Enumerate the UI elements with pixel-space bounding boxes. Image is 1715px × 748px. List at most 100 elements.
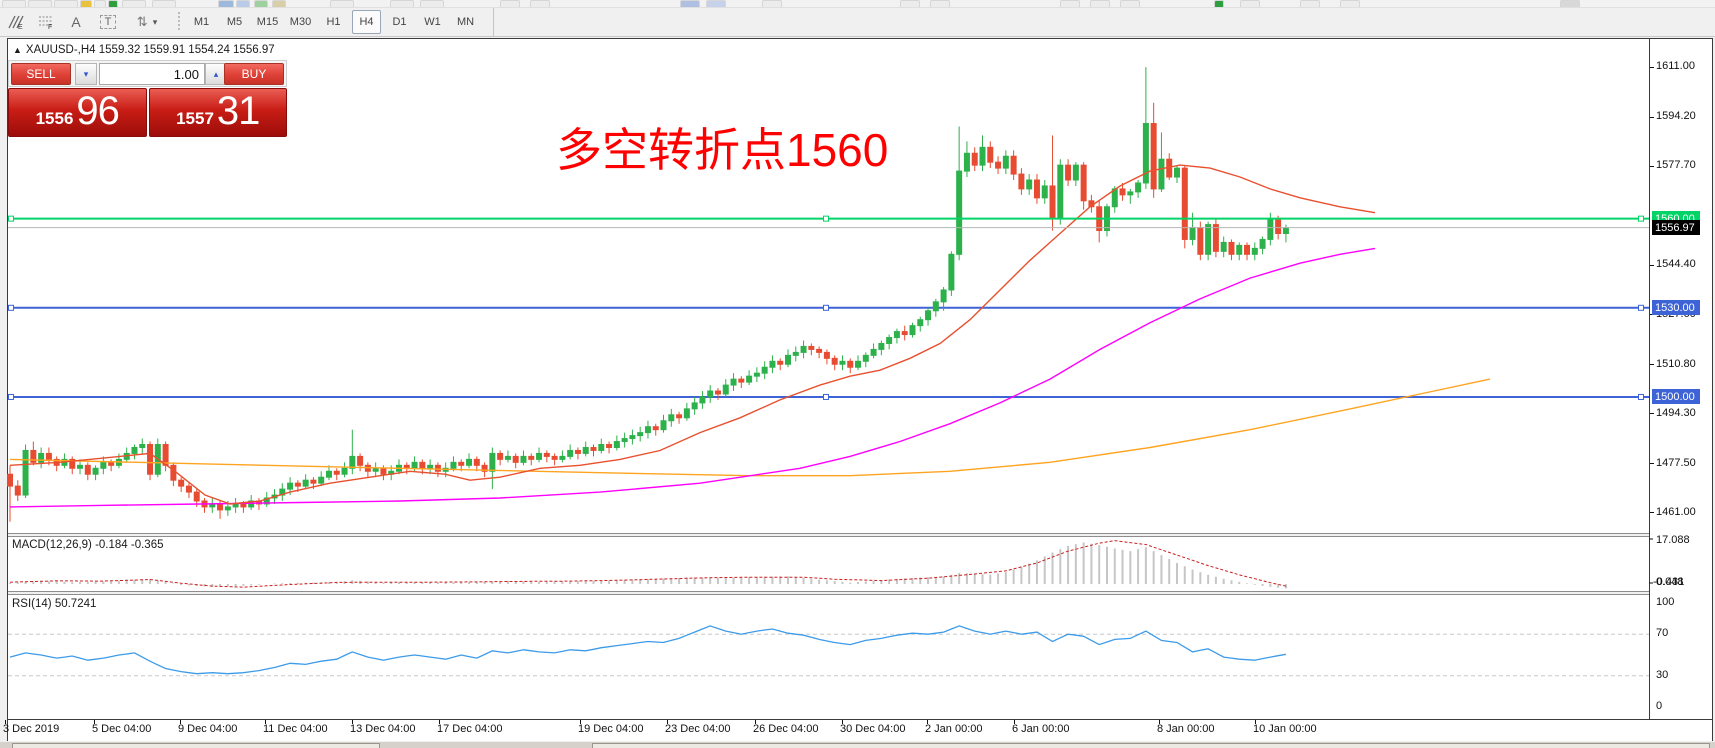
price-tick-mark <box>1650 364 1654 366</box>
chevron-down-icon: ▾ <box>152 16 158 27</box>
toolbar-icon-partial[interactable] <box>80 0 92 7</box>
time-tick-mark <box>5 720 6 724</box>
lower-windows-strip <box>0 742 1715 748</box>
time-axis-border <box>8 719 1712 720</box>
window-left-border <box>7 38 8 741</box>
toolbar-icon-partial[interactable] <box>1120 0 1140 7</box>
sell-button[interactable]: SELL <box>11 63 71 85</box>
toolbar-icon-partial[interactable] <box>530 0 550 7</box>
toolbar-icon-partial[interactable] <box>900 0 920 7</box>
volume-input[interactable] <box>99 63 205 85</box>
sell-price-display[interactable]: 1556 96 <box>8 88 147 137</box>
toolbar-icon-partial[interactable] <box>1560 0 1580 7</box>
buy-button[interactable]: BUY <box>224 63 284 85</box>
equidistant-channel-icon[interactable]: E <box>2 10 30 34</box>
toolbar-icon-partial[interactable] <box>2 0 26 7</box>
current-price-label: 1556.97 <box>1652 220 1700 236</box>
toolbar-icon-partial[interactable] <box>1340 0 1360 7</box>
toolbar-grip[interactable] <box>177 12 182 32</box>
fibonacci-icon[interactable]: F <box>32 10 60 34</box>
timeframe-button-M1[interactable]: M1 <box>193 16 210 28</box>
toolbar-icon-partial[interactable] <box>706 0 726 7</box>
time-axis[interactable] <box>8 720 1712 741</box>
toolbar-icon-partial[interactable] <box>500 0 520 7</box>
timeframe-button-M15[interactable]: M15 <box>256 16 279 28</box>
price-tick-mark <box>1650 116 1654 118</box>
toolbar-icon-partial[interactable] <box>152 0 176 7</box>
toolbar-icon-partial[interactable] <box>1240 0 1260 7</box>
toolbar-icon-partial[interactable] <box>762 0 782 7</box>
toolbar-icon-partial[interactable] <box>28 0 52 7</box>
main-toolbar-partial <box>0 0 1715 8</box>
time-tick-mark <box>1014 720 1015 724</box>
time-tick-label: 11 Dec 04:00 <box>263 723 328 735</box>
buy-price-display[interactable]: 1557 31 <box>148 88 287 137</box>
lower-window-edge[interactable] <box>12 743 380 748</box>
time-tick-label: 8 Jan 00:00 <box>1157 723 1215 735</box>
toolbar-icon-partial[interactable] <box>94 0 106 7</box>
timeframe-button-M5[interactable]: M5 <box>226 16 243 28</box>
toolbar-icon-partial[interactable] <box>1060 0 1080 7</box>
macd-scale-min-a: 0.048 <box>1656 576 1684 588</box>
price-tick-label: 1544.40 <box>1656 258 1696 270</box>
toolbar-icon-partial[interactable] <box>54 0 78 7</box>
toolbar-icon-partial[interactable] <box>1300 0 1320 7</box>
time-tick-mark <box>180 720 181 724</box>
time-tick-mark <box>755 720 756 724</box>
svg-text:F: F <box>48 24 52 30</box>
svg-text:E: E <box>18 24 23 30</box>
timeframe-button-D1[interactable]: D1 <box>392 16 407 28</box>
volume-decrease-button[interactable]: ▾ <box>75 63 97 85</box>
price-tick-label: 1477.50 <box>1656 456 1696 469</box>
time-tick-label: 6 Jan 00:00 <box>1012 723 1070 735</box>
hline-price-label: 1530.00 <box>1652 300 1700 316</box>
toolbar-icon-partial[interactable] <box>272 0 286 7</box>
time-tick-mark <box>1159 720 1160 724</box>
rsi-level-label: 0 <box>1656 700 1663 712</box>
rsi-level-label: 100 <box>1656 596 1675 608</box>
toolbar-icon-partial[interactable] <box>236 0 250 7</box>
time-tick-label: 17 Dec 04:00 <box>437 723 503 735</box>
window-right-border <box>1712 38 1713 741</box>
text-label-icon[interactable]: A <box>71 14 81 30</box>
toolbar-icon-partial[interactable] <box>108 0 118 7</box>
time-tick-label: 26 Dec 04:00 <box>753 723 819 735</box>
macd-scale-min-b: -0.431 <box>1653 576 1685 588</box>
price-tick-label: 1594.20 <box>1656 110 1696 122</box>
rsi-title: RSI(14) 50.7241 <box>12 598 97 610</box>
toolbar-icon-partial[interactable] <box>254 0 268 7</box>
chart-text-annotation: 多空转折点1560 <box>556 124 889 176</box>
price-tick-mark <box>1650 413 1654 415</box>
timeframe-button-W1[interactable]: W1 <box>424 16 441 28</box>
time-tick-label: 19 Dec 04:00 <box>578 723 644 735</box>
price-tick-label: 1510.80 <box>1656 357 1696 370</box>
toolbar-icon-partial[interactable] <box>218 0 234 7</box>
text-box-icon[interactable]: T <box>94 10 122 34</box>
toolbar-icon-partial[interactable] <box>680 0 700 7</box>
toolbar-icon-partial[interactable] <box>1214 0 1224 7</box>
chart-top-border <box>8 38 1712 39</box>
toolbar-icon-partial[interactable] <box>390 0 414 7</box>
axis-border <box>1649 38 1650 720</box>
chart-ohlc-header: ▲ XAUUSD-,H4 1559.32 1559.91 1554.24 1556… <box>13 44 275 56</box>
time-tick-label: 23 Dec 04:00 <box>665 723 731 735</box>
macd-pane-splitter[interactable] <box>8 533 1649 537</box>
time-tick-mark <box>439 720 440 724</box>
toolbar-icon-partial[interactable] <box>930 0 950 7</box>
toolbar: E F A T ⇅ ▾ M1 M5 M15 M30 H1 H4 D1 W1 MN <box>0 8 1715 37</box>
timeframe-button-H1[interactable]: H1 <box>326 16 341 28</box>
toolbar-icon-partial[interactable] <box>420 0 444 7</box>
timeframe-button-H4[interactable]: H4 <box>352 10 381 34</box>
toolbar-icon-partial[interactable] <box>1090 0 1110 7</box>
lower-window-edge[interactable] <box>592 743 1710 748</box>
arrows-tool-icon[interactable]: ⇅ ▾ <box>136 14 158 29</box>
timeframe-button-M30[interactable]: M30 <box>289 16 312 28</box>
timeframe-button-MN[interactable]: MN <box>456 16 475 28</box>
toolbar-icon-partial[interactable] <box>122 0 146 7</box>
toolbar-separator <box>493 8 494 37</box>
price-tick-mark <box>1650 66 1654 68</box>
rsi-pane-splitter[interactable] <box>8 591 1649 595</box>
toolbar-icon-partial[interactable] <box>330 0 354 7</box>
time-tick-mark <box>842 720 843 724</box>
